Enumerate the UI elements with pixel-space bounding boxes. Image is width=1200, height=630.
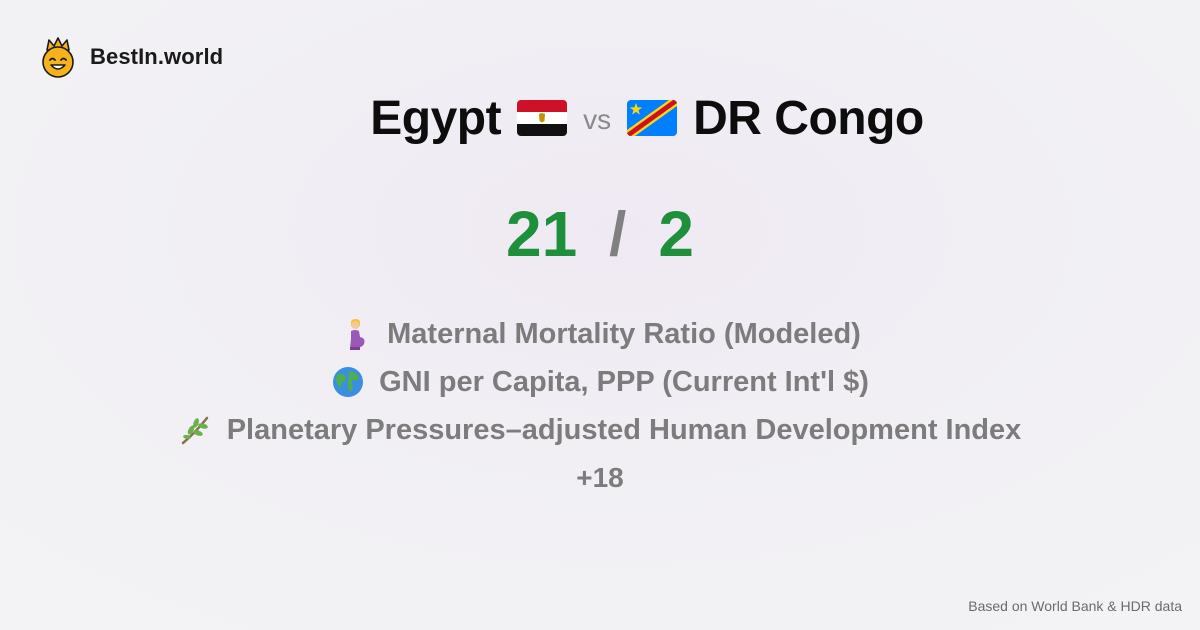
left-country-name: Egypt bbox=[370, 91, 502, 145]
vs-label: vs bbox=[583, 104, 612, 135]
metric-label: Planetary Pressures–adjusted Human Devel… bbox=[226, 413, 1022, 446]
metric-label: Maternal Mortality Ratio (Modeled) bbox=[387, 317, 861, 350]
egypt-flag-icon bbox=[517, 100, 568, 136]
metrics-list: Maternal Mortality Ratio (Modeled) GNI p… bbox=[0, 310, 1200, 502]
score-separator: / bbox=[609, 199, 627, 269]
right-score: 2 bbox=[658, 198, 694, 270]
metric-item: Planetary Pressures–adjusted Human Devel… bbox=[0, 406, 1200, 454]
metric-item: GNI per Capita, PPP (Current Int'l $) bbox=[0, 358, 1200, 406]
metric-item: Maternal Mortality Ratio (Modeled) bbox=[0, 310, 1200, 358]
brand-name: BestIn.world bbox=[90, 44, 224, 69]
plant-branch-icon bbox=[181, 416, 208, 445]
comparison-title: Egypt vs DR Congo bbox=[0, 86, 1200, 150]
pregnant-woman-icon bbox=[350, 319, 365, 350]
data-source-note: Based on World Bank & HDR data bbox=[968, 598, 1182, 614]
score: 21 / 2 bbox=[0, 192, 1200, 276]
metric-label: GNI per Capita, PPP (Current Int'l $) bbox=[379, 365, 869, 398]
more-metrics-count: +18 bbox=[576, 462, 624, 493]
right-country-name: DR Congo bbox=[693, 91, 924, 145]
crowned-smiley-icon bbox=[42, 37, 74, 78]
dr-congo-flag-icon bbox=[627, 100, 678, 136]
brand[interactable]: BestIn.world bbox=[38, 36, 223, 78]
globe-icon bbox=[333, 367, 364, 397]
left-score: 21 bbox=[505, 198, 578, 270]
